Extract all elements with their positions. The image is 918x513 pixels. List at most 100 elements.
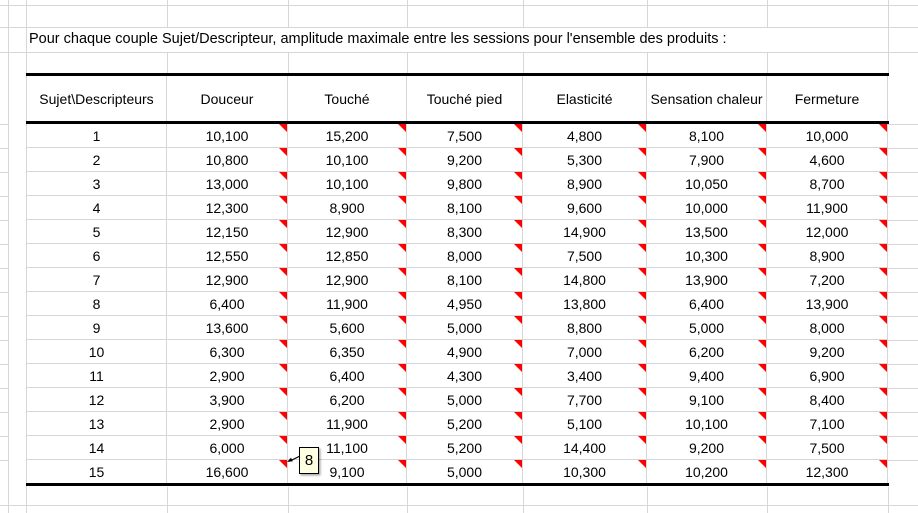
value-cell[interactable]: 15,200 (288, 124, 407, 148)
value-cell[interactable]: 2,900 (167, 412, 288, 436)
value-cell[interactable]: 6,400 (167, 292, 288, 316)
value-cell[interactable]: 13,900 (767, 292, 888, 316)
value-cell[interactable]: 10,100 (167, 124, 288, 148)
value-cell[interactable]: 4,300 (407, 364, 523, 388)
value-cell[interactable]: 14,900 (523, 220, 647, 244)
header-cell[interactable]: Touché (288, 76, 407, 121)
value-cell[interactable]: 8,300 (407, 220, 523, 244)
value-cell[interactable]: 8,000 (767, 316, 888, 340)
header-cell[interactable]: Douceur (167, 76, 288, 121)
header-cell[interactable]: Touché pied (407, 76, 523, 121)
value-cell[interactable]: 12,850 (288, 244, 407, 268)
value-cell[interactable]: 9,400 (647, 364, 767, 388)
value-cell[interactable]: 10,000 (767, 124, 888, 148)
value-cell[interactable]: 5,600 (288, 316, 407, 340)
value-cell[interactable]: 6,400 (288, 364, 407, 388)
value-cell[interactable]: 7,000 (523, 340, 647, 364)
row-label-cell[interactable]: 12 (26, 388, 167, 412)
value-cell[interactable]: 6,200 (647, 340, 767, 364)
value-cell[interactable]: 5,200 (407, 412, 523, 436)
value-cell[interactable]: 6,350 (288, 340, 407, 364)
value-cell[interactable]: 5,000 (407, 460, 523, 483)
value-cell[interactable]: 5,000 (647, 316, 767, 340)
row-label-cell[interactable]: 2 (26, 148, 167, 172)
value-cell[interactable]: 8,400 (767, 388, 888, 412)
value-cell[interactable]: 14,400 (523, 436, 647, 460)
value-cell[interactable]: 9,800 (407, 172, 523, 196)
row-label-cell[interactable]: 14 (26, 436, 167, 460)
value-cell[interactable]: 9,200 (647, 436, 767, 460)
row-label-cell[interactable]: 6 (26, 244, 167, 268)
value-cell[interactable]: 8,900 (767, 244, 888, 268)
value-cell[interactable]: 13,600 (167, 316, 288, 340)
value-cell[interactable]: 5,300 (523, 148, 647, 172)
value-cell[interactable]: 5,000 (407, 316, 523, 340)
value-cell[interactable]: 8,800 (523, 316, 647, 340)
value-cell[interactable]: 10,100 (288, 148, 407, 172)
value-cell[interactable]: 4,600 (767, 148, 888, 172)
value-cell[interactable]: 6,200 (288, 388, 407, 412)
value-cell[interactable]: 9,100 (288, 460, 407, 483)
value-cell[interactable]: 6,900 (767, 364, 888, 388)
header-cell[interactable]: Sujet\Descripteurs (26, 76, 167, 121)
value-cell[interactable]: 12,300 (767, 460, 888, 483)
value-cell[interactable]: 8,000 (407, 244, 523, 268)
row-label-cell[interactable]: 3 (26, 172, 167, 196)
value-cell[interactable]: 7,100 (767, 412, 888, 436)
value-cell[interactable]: 8,100 (407, 196, 523, 220)
value-cell[interactable]: 6,300 (167, 340, 288, 364)
header-cell[interactable]: Elasticité (523, 76, 647, 121)
value-cell[interactable]: 8,100 (647, 124, 767, 148)
row-label-cell[interactable]: 5 (26, 220, 167, 244)
value-cell[interactable]: 10,300 (523, 460, 647, 483)
value-cell[interactable]: 7,500 (407, 124, 523, 148)
value-cell[interactable]: 11,100 (288, 436, 407, 460)
value-cell[interactable]: 9,200 (767, 340, 888, 364)
value-cell[interactable]: 5,000 (407, 388, 523, 412)
value-cell[interactable]: 13,900 (647, 268, 767, 292)
value-cell[interactable]: 10,300 (647, 244, 767, 268)
value-cell[interactable]: 2,900 (167, 364, 288, 388)
value-cell[interactable]: 11,900 (288, 412, 407, 436)
value-cell[interactable]: 12,150 (167, 220, 288, 244)
value-cell[interactable]: 7,700 (523, 388, 647, 412)
value-cell[interactable]: 4,800 (523, 124, 647, 148)
value-cell[interactable]: 8,900 (288, 196, 407, 220)
value-cell[interactable]: 7,900 (647, 148, 767, 172)
value-cell[interactable]: 5,100 (523, 412, 647, 436)
row-label-cell[interactable]: 9 (26, 316, 167, 340)
row-label-cell[interactable]: 8 (26, 292, 167, 316)
value-cell[interactable]: 13,000 (167, 172, 288, 196)
value-cell[interactable]: 12,900 (288, 220, 407, 244)
value-cell[interactable]: 10,200 (647, 460, 767, 483)
row-label-cell[interactable]: 15 (26, 460, 167, 483)
value-cell[interactable]: 9,600 (523, 196, 647, 220)
value-cell[interactable]: 12,000 (767, 220, 888, 244)
value-cell[interactable]: 10,100 (647, 412, 767, 436)
value-cell[interactable]: 11,900 (767, 196, 888, 220)
value-cell[interactable]: 16,600 (167, 460, 288, 483)
value-cell[interactable]: 6,400 (647, 292, 767, 316)
value-cell[interactable]: 10,050 (647, 172, 767, 196)
value-cell[interactable]: 8,100 (407, 268, 523, 292)
value-cell[interactable]: 3,400 (523, 364, 647, 388)
value-cell[interactable]: 12,550 (167, 244, 288, 268)
row-label-cell[interactable]: 11 (26, 364, 167, 388)
value-cell[interactable]: 13,500 (647, 220, 767, 244)
row-label-cell[interactable]: 13 (26, 412, 167, 436)
value-cell[interactable]: 7,200 (767, 268, 888, 292)
value-cell[interactable]: 7,500 (523, 244, 647, 268)
value-cell[interactable]: 4,900 (407, 340, 523, 364)
value-cell[interactable]: 10,800 (167, 148, 288, 172)
row-label-cell[interactable]: 1 (26, 124, 167, 148)
value-cell[interactable]: 10,100 (288, 172, 407, 196)
value-cell[interactable]: 3,900 (167, 388, 288, 412)
value-cell[interactable]: 9,200 (407, 148, 523, 172)
row-label-cell[interactable]: 7 (26, 268, 167, 292)
value-cell[interactable]: 6,000 (167, 436, 288, 460)
value-cell[interactable]: 9,100 (647, 388, 767, 412)
value-cell[interactable]: 13,800 (523, 292, 647, 316)
header-cell[interactable]: Sensation chaleur (647, 76, 767, 121)
value-cell[interactable]: 12,300 (167, 196, 288, 220)
value-cell[interactable]: 12,900 (288, 268, 407, 292)
